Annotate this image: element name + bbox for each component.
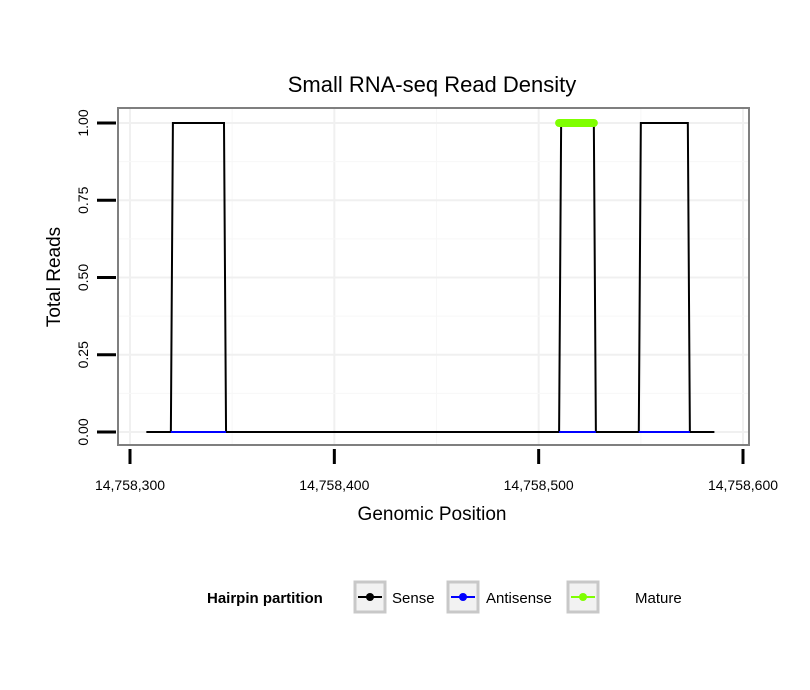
sense-legend-label: Sense (392, 590, 435, 607)
x-tick-label: 14,758,400 (299, 477, 369, 493)
mature-legend-dot (579, 593, 587, 601)
legend: Hairpin partition Sense Antisense Mature (207, 580, 682, 614)
legend-title: Hairpin partition (207, 590, 323, 607)
y-tick-label: 0.25 (75, 341, 91, 368)
x-tick-label: 14,758,300 (95, 477, 165, 493)
x-axis-title: Genomic Position (358, 504, 507, 525)
y-axis-title: Total Reads (44, 227, 65, 327)
y-tick-label: 1.00 (75, 109, 91, 136)
plot-panel (117, 107, 750, 446)
mature-legend-label: Mature (635, 590, 682, 607)
antisense-legend-dot (459, 593, 467, 601)
y-tick-label: 0.75 (75, 186, 91, 213)
y-axis: 0.00 0.25 0.50 0.75 1.00 (75, 109, 116, 446)
x-tick-label: 14,758,600 (708, 477, 778, 493)
x-tick-label: 14,758,500 (504, 477, 574, 493)
sense-legend-dot (366, 593, 374, 601)
x-axis: 14,758,300 14,758,400 14,758,500 14,758,600 (95, 449, 778, 493)
series-layer (146, 119, 715, 433)
y-tick-label: 0.00 (75, 418, 91, 445)
y-tick-label: 0.50 (75, 264, 91, 291)
antisense-legend-label: Antisense (486, 590, 552, 607)
chart-title: Small RNA-seq Read Density (288, 72, 577, 97)
legend-items: Sense Antisense Mature (353, 580, 682, 614)
